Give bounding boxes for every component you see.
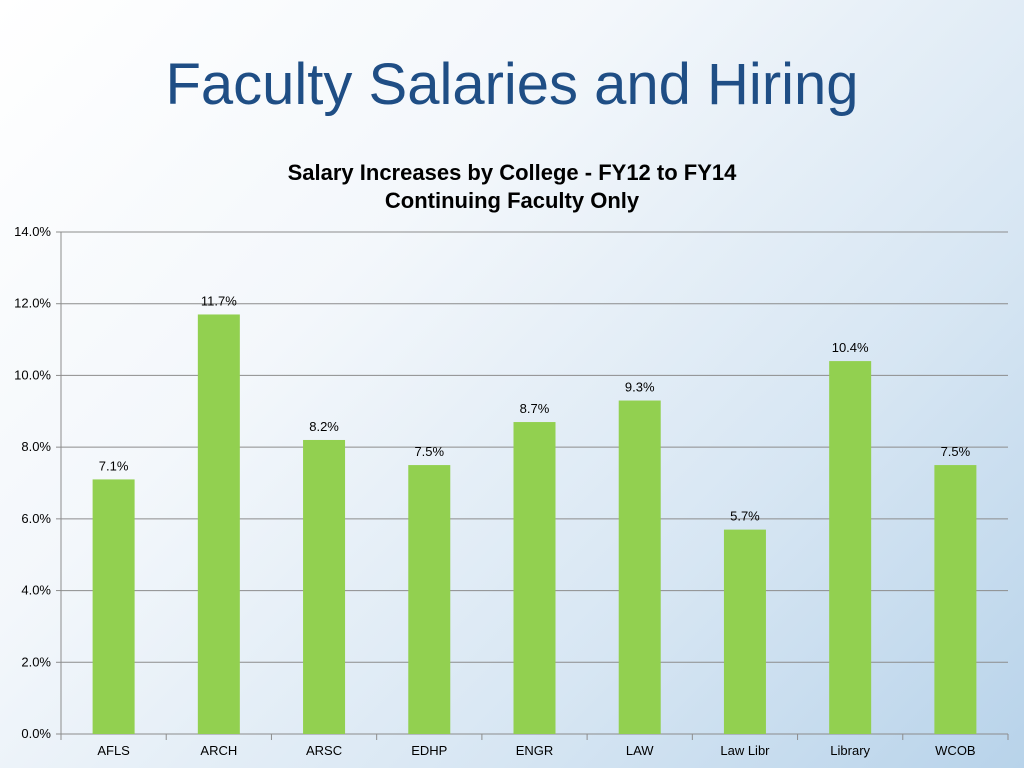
bar-law-libr bbox=[723, 529, 766, 734]
bar-edhp bbox=[408, 465, 451, 734]
y-tick-label: 12.0% bbox=[14, 296, 51, 311]
data-label: 7.1% bbox=[99, 458, 129, 473]
chart-subtitle: Continuing Faculty Only bbox=[384, 188, 640, 213]
x-tick-label: LAW bbox=[626, 743, 654, 758]
y-tick-label: 14.0% bbox=[14, 224, 51, 239]
x-tick-label: EDHP bbox=[411, 743, 447, 758]
x-tick-label: Law Libr bbox=[720, 743, 770, 758]
x-tick-label: ARCH bbox=[200, 743, 237, 758]
bar-engr bbox=[513, 422, 556, 734]
x-tick-label: ARSC bbox=[306, 743, 342, 758]
slide-title: Faculty Salaries and Hiring bbox=[165, 52, 859, 117]
y-tick-label: 8.0% bbox=[21, 439, 51, 454]
bar-library bbox=[829, 361, 872, 734]
x-tick-label: WCOB bbox=[935, 743, 975, 758]
x-tick-label: Library bbox=[830, 743, 870, 758]
data-label: 8.7% bbox=[520, 401, 550, 416]
y-tick-label: 4.0% bbox=[21, 583, 51, 598]
y-tick-label: 2.0% bbox=[21, 654, 51, 669]
data-label: 10.4% bbox=[832, 340, 869, 355]
x-tick-label: ENGR bbox=[516, 743, 554, 758]
data-label: 11.7% bbox=[201, 293, 237, 308]
x-tick-label: AFLS bbox=[97, 743, 130, 758]
y-axis-tick-labels: 0.0% 2.0% 4.0% 6.0% 8.0% 10.0% 12.0% 14.0% bbox=[14, 224, 51, 741]
y-tick-label: 10.0% bbox=[14, 367, 51, 382]
data-label: 7.5% bbox=[414, 444, 444, 459]
bar-arch bbox=[197, 314, 240, 734]
y-tick-label: 6.0% bbox=[21, 511, 51, 526]
bars bbox=[92, 314, 977, 734]
data-label: 7.5% bbox=[941, 444, 971, 459]
bar-arsc bbox=[303, 439, 346, 734]
bar-wcob bbox=[934, 465, 977, 734]
data-label: 8.2% bbox=[309, 419, 339, 434]
y-tick-label: 0.0% bbox=[21, 726, 51, 741]
bar-afls bbox=[92, 479, 135, 734]
bar-law bbox=[618, 400, 661, 734]
data-label: 9.3% bbox=[625, 380, 655, 395]
x-axis-tick-labels: AFLS ARCH ARSC EDHP ENGR LAW Law Libr Library WC… bbox=[97, 743, 975, 758]
data-label: 5.7% bbox=[730, 509, 760, 524]
data-labels: 7.1% 11.7% 8.2% 7.5% 8.7% 9.3% 5.7% 10.4% 7.5% bbox=[99, 293, 971, 523]
chart-title: Salary Increases by College - FY12 to FY… bbox=[287, 160, 737, 185]
